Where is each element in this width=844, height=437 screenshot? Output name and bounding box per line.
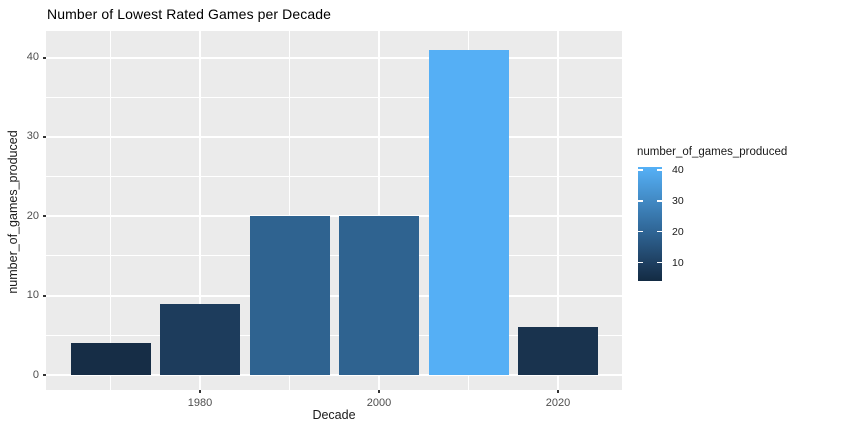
x-major-gridline xyxy=(199,31,201,390)
x-axis-tick xyxy=(557,390,559,393)
bar-1970 xyxy=(70,343,151,375)
y-axis-tick xyxy=(43,56,46,59)
legend-tick-mark xyxy=(638,230,643,233)
y-minor-gridline xyxy=(46,334,622,336)
legend-gradient-bar xyxy=(638,167,662,281)
legend-tick-mark xyxy=(657,230,662,233)
y-major-gridline xyxy=(46,215,622,218)
x-axis-title: Decade xyxy=(312,408,356,422)
legend: number_of_games_produced 40 30 20 10 xyxy=(630,138,844,298)
x-major-gridline xyxy=(557,31,559,390)
y-minor-gridline xyxy=(46,176,622,178)
legend-tick-mark xyxy=(657,200,662,202)
y-axis-tick xyxy=(43,294,46,297)
y-axis-tick-label: 40 xyxy=(26,51,39,63)
x-minor-gridline xyxy=(110,31,111,390)
y-major-gridline xyxy=(46,56,622,59)
bar-2020 xyxy=(518,327,598,375)
plot-panel xyxy=(46,31,622,390)
legend-tick-label: 30 xyxy=(672,194,684,207)
y-axis-tick-label: 20 xyxy=(26,209,39,222)
bar-2000 xyxy=(339,216,419,375)
x-axis-tick xyxy=(378,390,380,393)
y-major-gridline xyxy=(46,294,622,297)
bar-1980 xyxy=(160,303,240,375)
y-major-gridline xyxy=(46,135,622,138)
y-axis-tick xyxy=(43,135,46,138)
legend-tick-label: 40 xyxy=(672,164,684,177)
x-major-gridline xyxy=(378,31,380,390)
chart-title: Number of Lowest Rated Games per Decade xyxy=(47,6,332,22)
y-axis-tick xyxy=(43,215,46,218)
x-minor-gridline xyxy=(289,31,290,390)
y-axis-tick-label: 30 xyxy=(26,130,39,143)
x-axis-tick-label: 2020 xyxy=(545,397,571,409)
y-axis-tick xyxy=(43,374,46,376)
x-axis-tick xyxy=(199,390,201,393)
y-minor-gridline xyxy=(46,96,622,98)
x-axis-tick-label: 1980 xyxy=(187,397,213,409)
y-axis-tick-label: 10 xyxy=(26,289,39,302)
legend-tick-mark xyxy=(638,200,643,202)
y-axis-title: number_of_games_produced xyxy=(6,130,20,294)
legend-tick-label: 20 xyxy=(672,225,684,238)
legend-tick-mark xyxy=(638,261,643,264)
legend-tick-mark xyxy=(657,169,662,171)
x-axis-tick-label: 2000 xyxy=(366,397,392,409)
legend-tick-label: 10 xyxy=(672,256,684,269)
legend-title: number_of_games_produced xyxy=(637,146,788,158)
legend-tick-mark xyxy=(638,169,643,171)
bar-2010 xyxy=(428,49,509,375)
bar-1990 xyxy=(249,216,330,375)
legend-tick-mark xyxy=(657,261,662,264)
y-axis-tick-label: 0 xyxy=(32,368,39,381)
y-major-gridline xyxy=(46,374,622,376)
y-minor-gridline xyxy=(46,255,622,257)
